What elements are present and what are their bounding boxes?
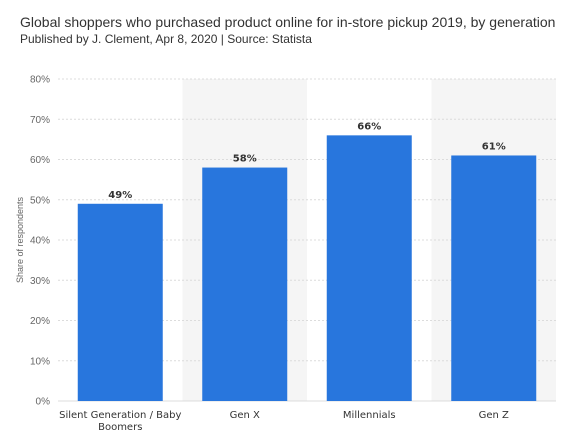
x-tick-label: Gen Z [479, 410, 509, 421]
y-tick-label: 10% [30, 356, 50, 367]
y-axis-label: Share of respondents [15, 196, 25, 283]
chart-title: Global shoppers who purchased product on… [20, 14, 556, 30]
y-tick-label: 70% [30, 115, 50, 126]
bar [77, 203, 163, 401]
y-tick-label: 60% [30, 155, 50, 166]
y-tick-label: 20% [30, 316, 50, 327]
y-tick-label: 0% [36, 397, 51, 408]
x-tick-label: Silent Generation / Baby [59, 410, 181, 421]
bar [326, 135, 412, 401]
x-tick-label: Gen X [230, 410, 260, 421]
y-tick-label: 80% [30, 75, 50, 86]
y-tick-label: 30% [30, 276, 50, 287]
x-tick-label: Millennials [343, 410, 396, 421]
bar [451, 155, 537, 401]
bar [202, 167, 288, 401]
y-tick-label: 40% [30, 236, 50, 247]
data-label: 66% [357, 121, 381, 132]
data-label: 49% [108, 190, 132, 201]
x-tick-label: Boomers [98, 422, 142, 433]
chart-subtitle: Published by J. Clement, Apr 8, 2020 | S… [20, 32, 312, 46]
y-tick-label: 50% [30, 195, 50, 206]
data-label: 58% [233, 154, 257, 165]
data-label: 61% [482, 141, 506, 152]
